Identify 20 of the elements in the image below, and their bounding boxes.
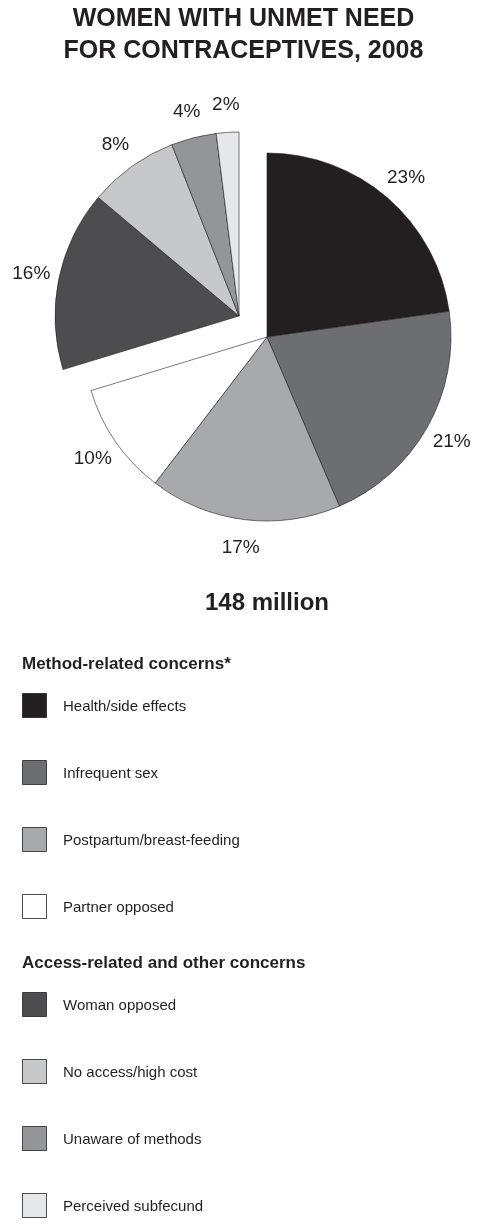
data-label: 8% — [101, 132, 130, 154]
data-label: 2% — [212, 93, 240, 115]
legend-label: No access/high cost — [63, 1062, 199, 1080]
text: Method-related concerns* — [22, 654, 232, 673]
legend-label: Health/side effects — [63, 696, 187, 714]
data-label: 17% — [221, 536, 260, 558]
legend-label: Partner opposed — [63, 897, 174, 915]
legend-label: Postpartum/breast-feeding — [63, 830, 240, 848]
legend-label: Infrequent sex — [63, 763, 159, 781]
data-label: 21% — [432, 430, 471, 452]
legend-label: Woman opposed — [63, 995, 177, 1013]
data-label: 4% — [173, 99, 201, 121]
text: 148 million — [204, 588, 330, 615]
legend-label: Unaware of methods — [63, 1129, 202, 1147]
data-label: 10% — [73, 446, 112, 468]
data-label: 23% — [387, 165, 426, 187]
data-label: 16% — [12, 262, 51, 284]
chart-title: WOMEN WITH UNMET NEED FOR CONTRACEPTIVES, 2008 — [63, 3, 424, 63]
text: Access-related and other concerns — [22, 953, 306, 972]
legend-label: Perceived subfecund — [63, 1196, 204, 1214]
